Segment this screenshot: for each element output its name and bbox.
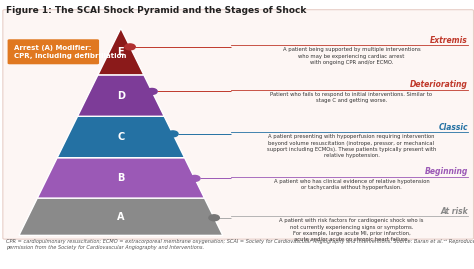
Text: Classic: Classic (438, 123, 468, 132)
Text: Beginning: Beginning (424, 167, 468, 176)
Text: Arrest (A) Modifier:
CPR, including defibrillation: Arrest (A) Modifier: CPR, including defi… (14, 45, 127, 59)
Circle shape (190, 175, 200, 181)
Text: A patient with risk factors for cardiogenic shock who is
not currently experienc: A patient with risk factors for cardioge… (279, 218, 424, 242)
Text: Patient who fails to respond to initial interventions. Similar to
stage C and ge: Patient who fails to respond to initial … (271, 92, 432, 103)
Polygon shape (57, 116, 184, 158)
Polygon shape (19, 198, 223, 235)
Text: A patient presenting with hypoperfusion requiring intervention
beyond volume res: A patient presenting with hypoperfusion … (267, 134, 436, 158)
Circle shape (125, 44, 135, 50)
FancyBboxPatch shape (3, 10, 474, 239)
Text: D: D (117, 91, 125, 101)
Text: CPR = cardiopulmonary resuscitation; ECMO = extracorporeal membrane oxygenation;: CPR = cardiopulmonary resuscitation; ECM… (6, 239, 474, 250)
Polygon shape (78, 75, 164, 116)
Text: Figure 1: The SCAI Shock Pyramid and the Stages of Shock: Figure 1: The SCAI Shock Pyramid and the… (6, 6, 306, 15)
Text: C: C (117, 132, 125, 142)
Text: E: E (118, 47, 124, 56)
Polygon shape (98, 28, 144, 75)
Text: A patient who has clinical evidence of relative hypotension
or tachycardia witho: A patient who has clinical evidence of r… (273, 179, 429, 190)
Circle shape (147, 89, 157, 94)
Text: Deteriorating: Deteriorating (410, 80, 468, 89)
Circle shape (209, 215, 219, 221)
Text: A: A (117, 212, 125, 222)
Circle shape (168, 131, 178, 137)
Text: At risk: At risk (440, 207, 468, 216)
Text: A patient being supported by multiple interventions
who may be experiencing card: A patient being supported by multiple in… (283, 47, 420, 65)
Polygon shape (37, 158, 204, 198)
FancyBboxPatch shape (8, 39, 99, 64)
Text: Extremis: Extremis (430, 36, 468, 45)
Text: B: B (117, 173, 125, 183)
